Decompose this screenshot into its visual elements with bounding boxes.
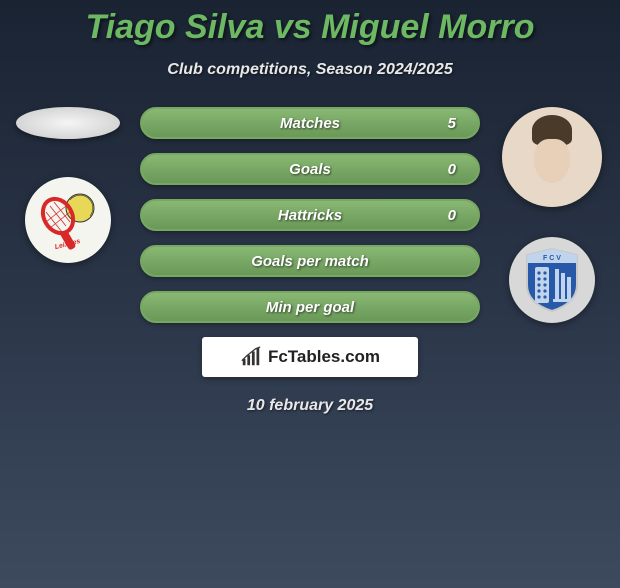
stat-row-hattricks: Hattricks 0: [140, 199, 480, 231]
player-right-avatar: [502, 107, 602, 207]
player-left-avatar: [16, 107, 120, 139]
stat-value: 0: [448, 207, 456, 224]
stat-row-goals: Goals 0: [140, 153, 480, 185]
footer-date: 10 february 2025: [0, 397, 620, 415]
stat-row-min-per-goal: Min per goal: [140, 291, 480, 323]
racket-ball-icon: Leixões: [36, 188, 100, 252]
svg-text:Leixões: Leixões: [54, 238, 81, 251]
player-left-club-badge: Leixões: [25, 177, 111, 263]
player-left-column: Leixões: [8, 107, 128, 263]
stats-list: Matches 5 Goals 0 Hattricks 0 Goals per …: [140, 107, 480, 323]
stat-label: Goals: [289, 161, 331, 178]
subtitle: Club competitions, Season 2024/2025: [0, 61, 620, 79]
stat-label: Min per goal: [266, 299, 354, 316]
page-title: Tiago Silva vs Miguel Morro: [0, 8, 620, 47]
stat-label: Hattricks: [278, 207, 342, 224]
stat-value: 5: [448, 115, 456, 132]
player-right-club-badge: F C V: [509, 237, 595, 323]
stat-label: Goals per match: [251, 253, 369, 270]
stat-label: Matches: [280, 115, 340, 132]
player-right-column: F C V: [492, 107, 612, 323]
svg-text:F C V: F C V: [543, 255, 561, 262]
chart-icon: [240, 346, 262, 368]
stat-row-goals-per-match: Goals per match: [140, 245, 480, 277]
watermark-text: FcTables.com: [268, 347, 380, 367]
stat-value: 0: [448, 161, 456, 178]
comparison-panel: Leixões F C V Matc: [0, 107, 620, 415]
shield-icon: F C V: [521, 245, 583, 315]
stat-row-matches: Matches 5: [140, 107, 480, 139]
watermark-badge: FcTables.com: [202, 337, 418, 377]
